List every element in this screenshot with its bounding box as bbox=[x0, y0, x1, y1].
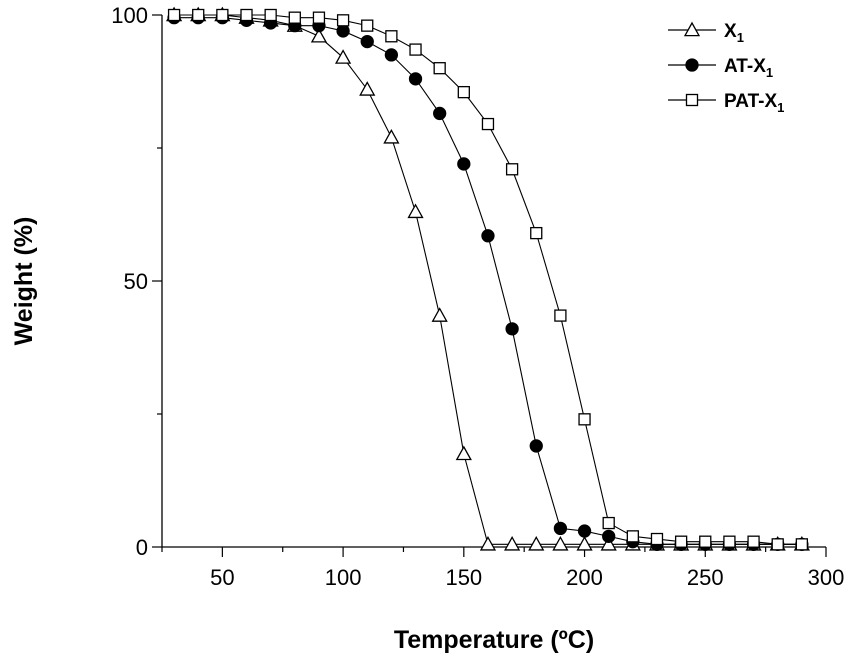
data-point bbox=[481, 229, 495, 243]
data-point bbox=[359, 81, 376, 96]
data-point bbox=[360, 34, 374, 49]
data-point bbox=[505, 322, 519, 336]
x-tick-label: 100 bbox=[325, 565, 362, 590]
data-point bbox=[674, 535, 688, 548]
data-point bbox=[795, 538, 809, 551]
data-point bbox=[553, 521, 568, 536]
data-point bbox=[481, 117, 495, 131]
legend-item: PAT-X1 bbox=[668, 91, 784, 115]
data-point bbox=[505, 163, 519, 176]
data-point bbox=[479, 536, 497, 551]
data-point bbox=[723, 535, 736, 548]
data-point bbox=[747, 535, 760, 548]
x-tick-label: 200 bbox=[566, 565, 603, 590]
data-point bbox=[576, 536, 593, 551]
series-line bbox=[174, 17, 802, 545]
data-point bbox=[602, 516, 615, 530]
series-pat-x bbox=[167, 8, 809, 551]
x-ticks: 50 100 150 200 250 300 bbox=[161, 547, 845, 590]
legend-label: PAT-X1 bbox=[724, 91, 784, 115]
x-tick-label: 50 bbox=[210, 565, 234, 590]
data-point bbox=[650, 532, 664, 546]
data-point bbox=[408, 72, 423, 86]
data-point bbox=[552, 536, 569, 551]
data-point bbox=[312, 11, 326, 24]
legend-item: AT-X1 bbox=[668, 56, 773, 80]
data-point bbox=[216, 8, 229, 22]
data-point bbox=[577, 524, 592, 538]
data-point bbox=[288, 11, 301, 24]
legend-marker bbox=[683, 21, 701, 37]
plot-series bbox=[165, 6, 810, 551]
data-point bbox=[578, 413, 591, 426]
series-at-x bbox=[167, 11, 809, 551]
legend-marker bbox=[685, 58, 699, 72]
data-point bbox=[528, 536, 545, 551]
data-point bbox=[336, 14, 350, 27]
legend-label: X1 bbox=[724, 21, 744, 45]
data-point bbox=[699, 535, 712, 548]
data-point bbox=[409, 43, 422, 56]
data-point bbox=[600, 536, 617, 551]
x-tick-label: 250 bbox=[687, 565, 724, 590]
data-point bbox=[383, 129, 400, 144]
data-point bbox=[504, 536, 521, 551]
data-point bbox=[240, 8, 253, 22]
data-point bbox=[554, 309, 567, 322]
data-point bbox=[457, 85, 470, 99]
y-ticks: 0 50 100 bbox=[111, 3, 162, 560]
data-point bbox=[602, 529, 616, 544]
data-point bbox=[457, 157, 471, 171]
data-point bbox=[529, 439, 543, 453]
y-tick-label: 0 bbox=[136, 535, 148, 560]
data-point bbox=[455, 445, 472, 461]
series-line bbox=[174, 14, 802, 545]
data-point bbox=[310, 27, 328, 43]
data-point bbox=[361, 19, 374, 32]
data-point bbox=[433, 106, 447, 121]
data-point bbox=[336, 24, 350, 38]
data-point bbox=[385, 30, 398, 43]
data-point bbox=[334, 49, 352, 64]
y-tick-label: 100 bbox=[111, 3, 148, 28]
y-axis-title: Weight (%) bbox=[10, 217, 38, 346]
legend-label: AT-X1 bbox=[724, 56, 773, 80]
data-point bbox=[167, 8, 181, 22]
data-point bbox=[771, 538, 784, 551]
data-point bbox=[407, 203, 424, 219]
series-line bbox=[174, 14, 802, 545]
data-point bbox=[384, 48, 399, 62]
x-axis-title: Temperature (ºC) bbox=[394, 626, 594, 654]
series-x bbox=[165, 6, 810, 551]
data-point bbox=[192, 8, 205, 22]
data-point bbox=[431, 307, 448, 322]
legend-item: X1 bbox=[668, 21, 744, 45]
data-point bbox=[530, 226, 543, 240]
x-tick-label: 150 bbox=[445, 565, 482, 590]
y-tick-label: 50 bbox=[124, 269, 148, 294]
legend-marker bbox=[685, 93, 699, 107]
legend: X1 AT-X1 PAT-X1 bbox=[668, 21, 784, 115]
x-tick-label: 300 bbox=[808, 565, 845, 590]
data-point bbox=[433, 62, 446, 75]
data-point bbox=[626, 530, 639, 543]
data-point bbox=[264, 8, 277, 22]
